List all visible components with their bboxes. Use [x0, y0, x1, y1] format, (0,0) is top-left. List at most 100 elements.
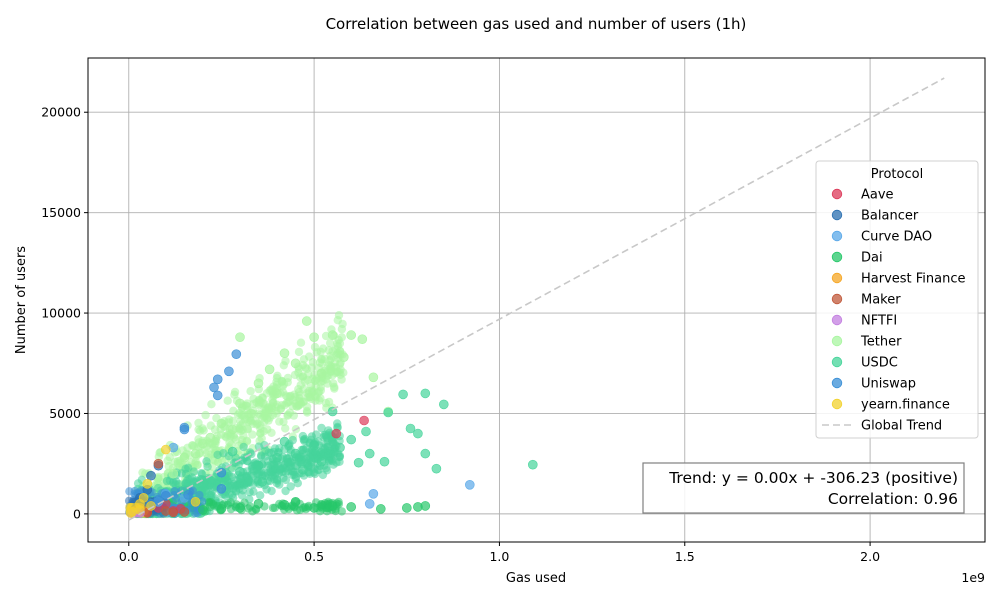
data-point — [368, 372, 379, 383]
legend-marker — [831, 377, 843, 389]
data-point — [279, 348, 290, 359]
x-axis-ticks: 0.0 0.5 1.0 1.5 2.0 — [119, 542, 880, 564]
data-point — [420, 388, 431, 399]
data-point — [257, 476, 268, 487]
legend-marker — [831, 356, 843, 368]
cloud-point — [302, 402, 312, 411]
cloud-point — [267, 428, 276, 437]
cloud-point — [311, 382, 320, 391]
data-point — [301, 316, 312, 326]
data-point — [379, 456, 390, 467]
cloud-point — [291, 474, 300, 484]
legend-label: NFTFI — [861, 314, 897, 329]
cloud-point — [244, 476, 254, 485]
data-point — [357, 334, 368, 345]
cloud-point — [330, 358, 340, 367]
data-point — [142, 478, 153, 489]
cloud-point — [190, 459, 200, 469]
cloud-point — [195, 490, 204, 500]
data-point — [227, 446, 238, 457]
cloud-point — [229, 406, 238, 415]
cloud-point — [259, 427, 268, 436]
cloud-point — [310, 391, 320, 400]
cloud-point — [330, 384, 339, 393]
data-point — [235, 466, 245, 477]
data-point — [309, 332, 319, 343]
data-point — [183, 489, 193, 500]
cloud-point — [260, 468, 269, 478]
cloud-point — [303, 393, 312, 402]
legend-label: Tether — [860, 335, 902, 350]
cloud-point — [285, 392, 294, 401]
cloud-point — [162, 476, 172, 486]
cloud-point — [333, 367, 342, 377]
data-point — [179, 452, 190, 463]
data-point — [431, 463, 442, 474]
data-point — [316, 368, 327, 379]
cloud-point — [249, 399, 258, 409]
data-point — [212, 390, 223, 401]
legend-marker — [831, 314, 843, 326]
data-point — [309, 503, 319, 513]
data-point — [346, 434, 357, 445]
cloud-point — [296, 338, 306, 347]
cloud-point — [231, 486, 241, 495]
data-point — [253, 460, 264, 471]
legend-title: Protocol — [871, 167, 923, 182]
cloud-point — [228, 416, 237, 426]
data-point — [405, 423, 416, 434]
cloud-point — [225, 490, 234, 499]
data-point — [209, 382, 219, 393]
legend-label: Balancer — [861, 209, 919, 224]
cloud-point — [261, 408, 270, 418]
data-point — [338, 352, 349, 363]
cloud-point — [257, 451, 266, 460]
cloud-point — [235, 474, 245, 483]
cloud-point — [299, 445, 308, 454]
cloud-point — [237, 491, 247, 500]
data-point — [359, 415, 369, 426]
data-point — [420, 448, 431, 459]
x-tick-label: 0.5 — [304, 549, 324, 564]
cloud-point — [195, 426, 205, 435]
cloud-point — [208, 486, 217, 496]
data-point — [327, 501, 338, 511]
data-point — [146, 501, 156, 511]
cloud-point — [305, 352, 314, 361]
data-point — [190, 496, 201, 507]
legend-label: Curve DAO — [861, 230, 932, 245]
cloud-point — [296, 372, 305, 382]
data-point — [331, 428, 342, 439]
cloud-point — [338, 319, 347, 329]
cloud-point — [318, 344, 328, 353]
legend-label: Harvest Finance — [861, 272, 966, 287]
x-tick-label: 1.5 — [675, 549, 695, 564]
data-point — [290, 448, 301, 459]
y-tick-label: 0 — [73, 506, 81, 521]
data-point — [279, 436, 290, 447]
data-point — [198, 505, 208, 515]
legend-label: Aave — [861, 188, 894, 203]
cloud-point — [256, 398, 265, 407]
data-point — [246, 408, 256, 419]
cloud-point — [271, 464, 280, 473]
data-point — [179, 507, 190, 517]
cloud-point — [247, 449, 256, 459]
x-axis-offset: 1e9 — [961, 570, 985, 585]
data-point — [216, 483, 227, 494]
data-point — [179, 424, 190, 435]
cloud-point — [281, 424, 290, 433]
cloud-point — [230, 390, 239, 399]
cloud-point — [300, 434, 309, 444]
data-point — [383, 407, 394, 418]
cloud-point — [281, 356, 290, 366]
cloud-point — [170, 491, 179, 500]
data-point — [279, 499, 290, 510]
cloud-point — [138, 468, 147, 477]
data-point — [198, 438, 208, 449]
legend-marker — [831, 335, 843, 347]
cloud-point — [204, 497, 214, 507]
data-point — [146, 470, 156, 481]
legend-items: Aave Balancer Curve DAO Dai Harvest Finance M… — [822, 188, 966, 434]
